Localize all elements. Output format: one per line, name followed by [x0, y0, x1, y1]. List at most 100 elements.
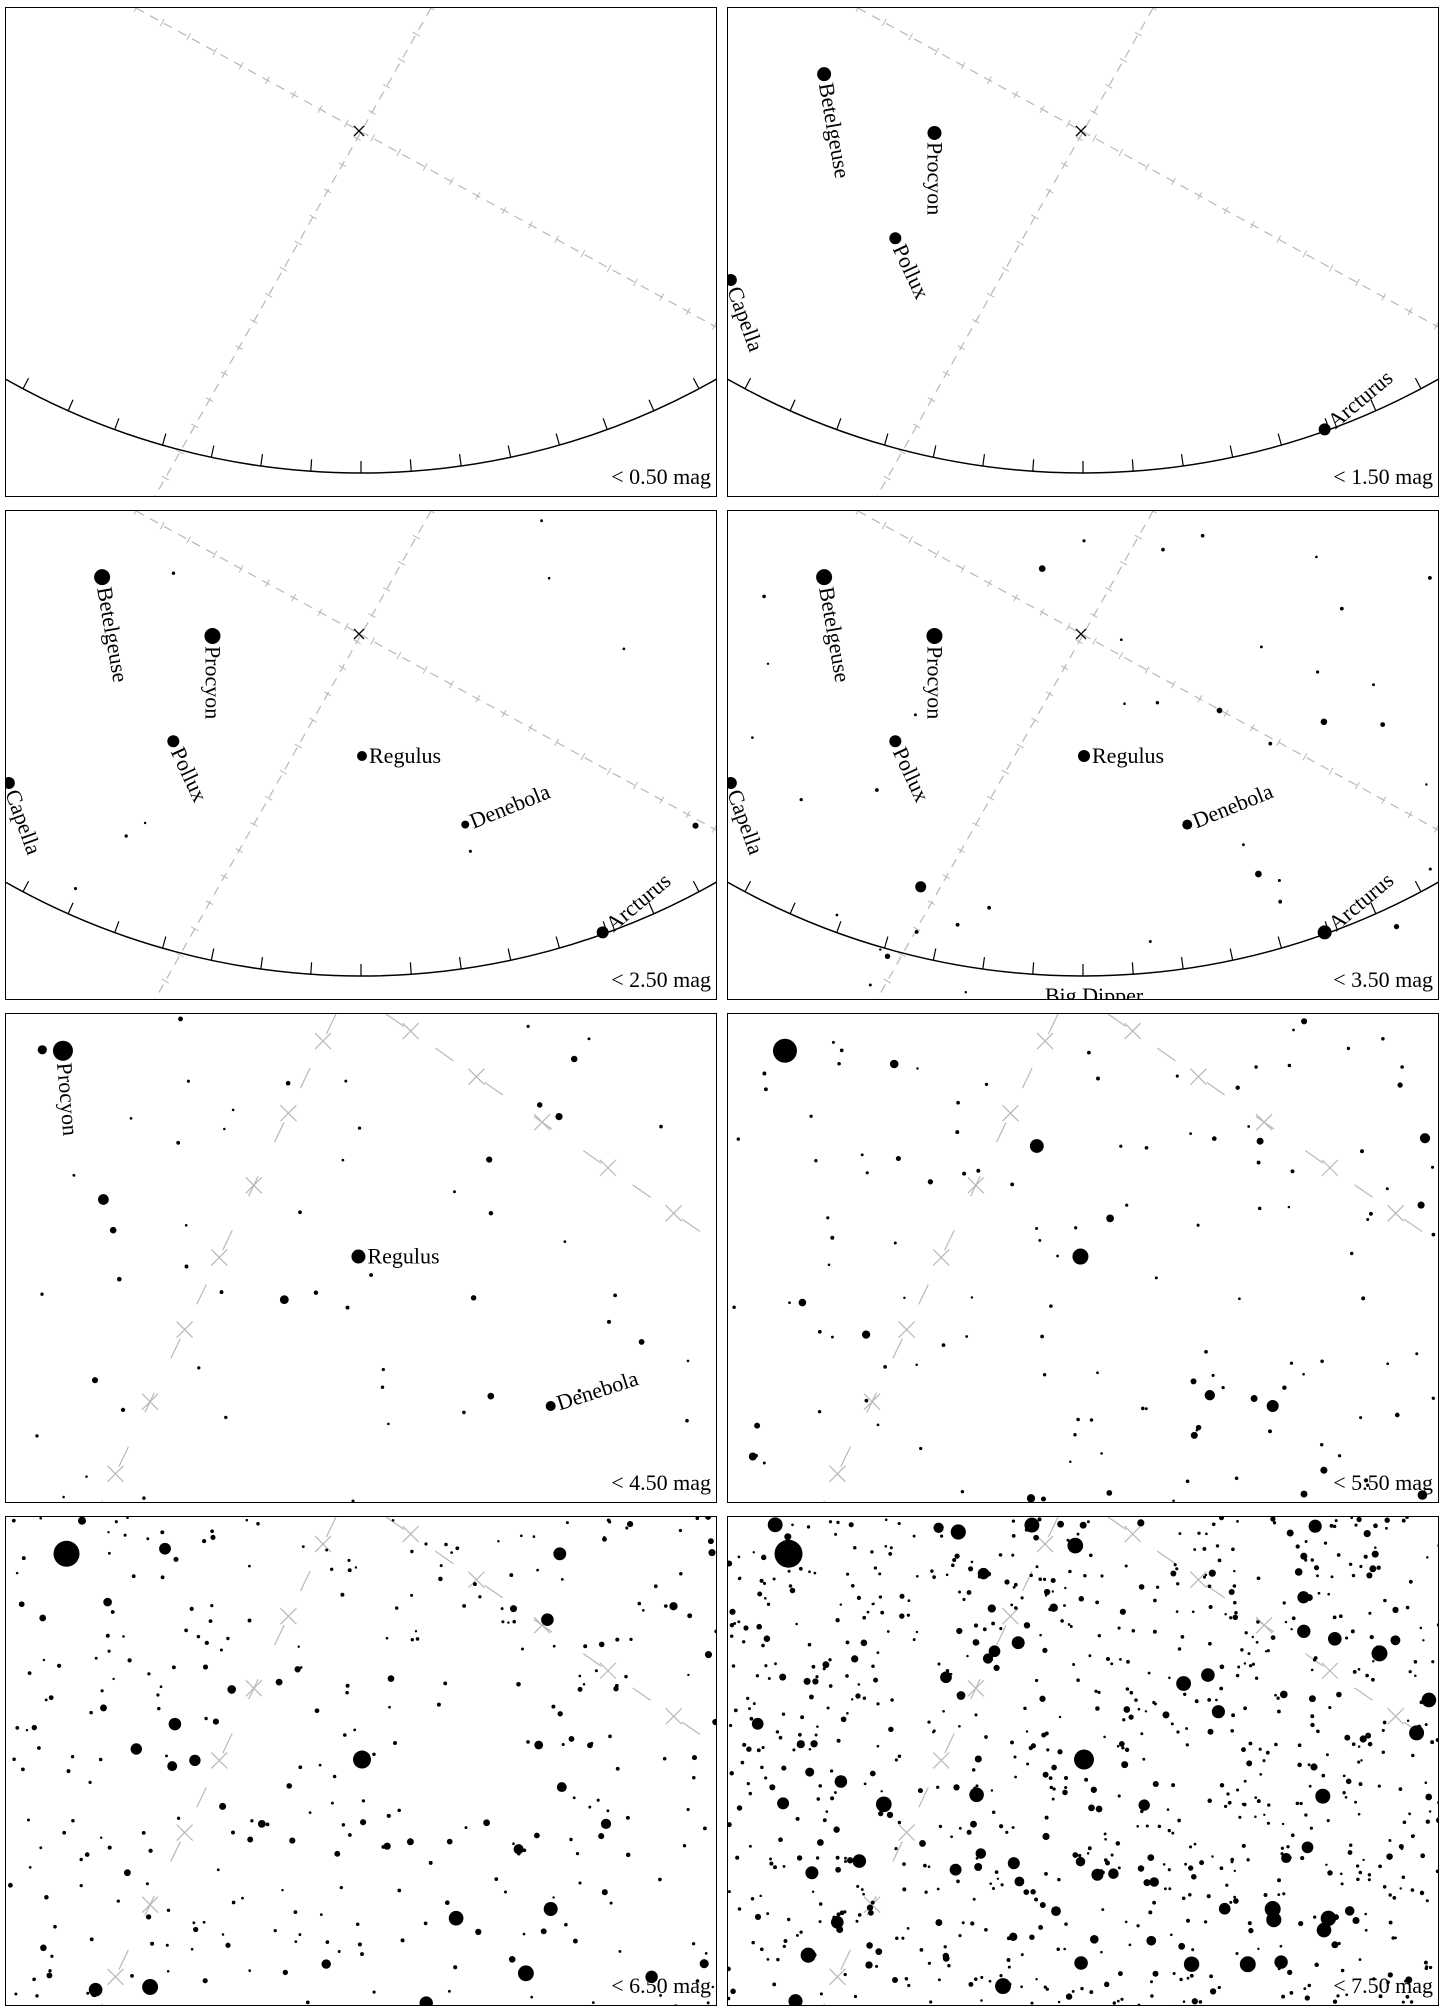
star — [1347, 1047, 1350, 1050]
star — [778, 1837, 783, 1842]
star — [1218, 1559, 1222, 1563]
star — [1105, 1861, 1110, 1866]
star — [1327, 1870, 1332, 1875]
grid-tick — [206, 901, 213, 905]
star — [43, 1659, 45, 1661]
star — [1231, 1547, 1235, 1551]
star — [953, 1784, 959, 1790]
star — [773, 1577, 776, 1580]
star — [1167, 1808, 1170, 1811]
star — [561, 1578, 564, 1581]
star — [1035, 1227, 1038, 1230]
star — [1030, 1889, 1036, 1895]
star — [997, 1878, 999, 1880]
star — [289, 1838, 295, 1844]
star — [167, 1970, 170, 1973]
star — [557, 1782, 567, 1792]
star — [1257, 1799, 1261, 1803]
star — [1372, 1660, 1374, 1662]
star — [687, 1613, 692, 1618]
star — [1407, 1719, 1410, 1722]
star — [1076, 1678, 1080, 1682]
grid-tick — [913, 424, 920, 428]
grid-tick — [1046, 692, 1053, 696]
star — [751, 1897, 755, 1901]
star — [298, 1765, 302, 1769]
grid-tick — [909, 536, 913, 543]
star — [884, 1545, 887, 1548]
star — [1349, 1844, 1352, 1847]
star — [741, 1761, 745, 1765]
star — [1369, 1565, 1376, 1572]
star — [1335, 1519, 1338, 1522]
star — [752, 1718, 764, 1730]
grid-tick — [1434, 322, 1438, 329]
star — [1314, 1656, 1318, 1660]
horizon-tick — [1278, 937, 1281, 949]
star — [588, 1037, 591, 1040]
star-name-label: Pollux — [888, 743, 935, 806]
star — [1096, 1077, 1100, 1081]
star — [950, 1864, 962, 1876]
star — [360, 1952, 364, 1956]
grid-tick — [354, 640, 361, 644]
named-star — [546, 1401, 556, 1411]
star — [1147, 1854, 1154, 1861]
star — [762, 1072, 766, 1076]
star — [280, 1295, 289, 1304]
star — [1359, 1871, 1363, 1875]
star — [822, 1661, 829, 1668]
star — [1046, 1748, 1049, 1751]
star — [597, 1799, 600, 1802]
star — [78, 1517, 86, 1525]
star — [1088, 1805, 1095, 1812]
star — [1199, 1860, 1204, 1865]
star — [1252, 1663, 1255, 1666]
star — [1300, 1802, 1303, 1805]
star — [1420, 1627, 1423, 1630]
star — [1210, 1988, 1216, 1994]
star — [504, 1890, 507, 1893]
star — [1029, 1574, 1032, 1577]
star — [750, 1717, 754, 1721]
star — [818, 1842, 821, 1845]
horizon-tick — [1182, 454, 1184, 466]
star — [108, 1846, 112, 1850]
star — [1249, 1664, 1252, 1667]
star — [85, 1475, 88, 1478]
star — [1374, 1546, 1377, 1549]
coordinate-grid — [823, 1014, 1439, 1503]
coordinate-grid — [6, 8, 717, 497]
star — [1399, 1787, 1403, 1791]
star — [1044, 1872, 1048, 1876]
star — [1359, 1565, 1362, 1568]
star — [355, 1566, 357, 1568]
star — [830, 1236, 834, 1240]
star — [53, 1925, 57, 1929]
star — [938, 1978, 941, 1981]
star — [1437, 1801, 1439, 1804]
star — [933, 1729, 936, 1732]
grid-tick — [1224, 207, 1228, 214]
star — [790, 1588, 796, 1594]
star — [823, 1818, 827, 1822]
star — [1231, 1861, 1234, 1864]
horizon-tick — [311, 962, 312, 974]
star — [169, 1718, 182, 1731]
star — [534, 1741, 543, 1750]
grid-tick — [398, 561, 405, 565]
star — [437, 1703, 441, 1707]
star — [1236, 1674, 1239, 1677]
star — [851, 1698, 853, 1700]
star — [1083, 1574, 1086, 1577]
star — [828, 1658, 831, 1661]
star — [1366, 1218, 1369, 1221]
star — [875, 1965, 878, 1968]
star — [1208, 1729, 1214, 1735]
star — [692, 1755, 697, 1760]
star — [1145, 1146, 1149, 1150]
star — [1288, 1206, 1290, 1208]
star — [967, 1590, 972, 1595]
star — [988, 1604, 996, 1612]
